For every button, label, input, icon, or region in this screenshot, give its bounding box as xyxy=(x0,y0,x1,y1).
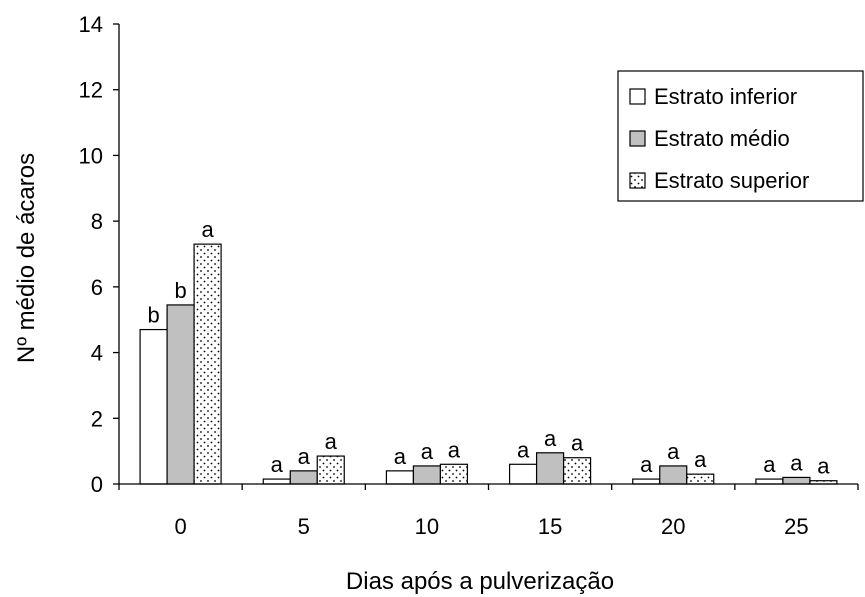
legend-box xyxy=(617,70,864,202)
bar-estrato-superior-5 xyxy=(316,455,345,485)
bar-label: a xyxy=(298,444,311,469)
legend: Estrato inferior Estrato médio Estrato sup… xyxy=(617,70,864,202)
x-tick-label: 5 xyxy=(298,514,310,539)
bar-estrato-inferior-20 xyxy=(632,478,661,485)
bar-label: a xyxy=(544,426,557,451)
bar-label: a xyxy=(571,431,584,456)
bar-estrato-m-dio-20 xyxy=(659,465,688,485)
x-tick-label: 0 xyxy=(174,514,186,539)
bar-label: a xyxy=(790,450,803,475)
bar-estrato-inferior-5 xyxy=(262,478,291,485)
bar-estrato-superior-15 xyxy=(562,457,592,485)
bar-estrato-superior-20 xyxy=(686,473,715,485)
bar-label: a xyxy=(817,454,830,479)
bar-label: a xyxy=(325,429,338,454)
y-tick-label: 12 xyxy=(79,78,103,103)
bar-label: a xyxy=(640,452,653,477)
y-tick-label: 0 xyxy=(91,472,103,497)
legend-swatch xyxy=(629,88,646,105)
bar-label: a xyxy=(448,437,461,462)
x-tick-label: 10 xyxy=(415,514,439,539)
bar-label: a xyxy=(667,439,680,464)
bar-label: b xyxy=(147,303,159,328)
y-tick-label: 2 xyxy=(91,406,103,431)
y-tick-label: 6 xyxy=(91,275,103,300)
bar-label: a xyxy=(694,447,707,472)
bar-label: a xyxy=(394,444,407,469)
bar-estrato-m-dio-10 xyxy=(412,465,442,485)
bar-label: a xyxy=(421,439,434,464)
bar-estrato-m-dio-15 xyxy=(535,452,565,485)
bar-estrato-inferior-25 xyxy=(755,478,784,485)
bar-estrato-superior-0 xyxy=(193,243,222,485)
y-tick-label: 4 xyxy=(91,341,103,366)
bar-estrato-m-dio-0 xyxy=(166,304,195,485)
bar-estrato-inferior-10 xyxy=(385,470,415,485)
legend-swatch xyxy=(629,172,646,189)
bar-estrato-m-dio-5 xyxy=(289,470,318,485)
x-tick-label: 20 xyxy=(661,514,685,539)
x-tick-label: 25 xyxy=(784,514,808,539)
bar-label: a xyxy=(763,452,776,477)
x-axis-title: Dias após a pulverização xyxy=(346,568,614,595)
legend-label: Estrato médio xyxy=(654,126,790,151)
bar-estrato-m-dio-25 xyxy=(782,476,811,485)
legend-swatch xyxy=(629,130,646,147)
y-tick-label: 10 xyxy=(79,143,103,168)
y-tick-label: 8 xyxy=(91,209,103,234)
legend-label: Estrato inferior xyxy=(654,84,797,109)
bar-label: a xyxy=(201,217,214,242)
bar-label: b xyxy=(174,278,186,303)
y-tick-label: 14 xyxy=(79,12,103,37)
bar-estrato-superior-10 xyxy=(439,463,469,485)
bar-label: a xyxy=(517,437,530,462)
bar-label: a xyxy=(271,452,284,477)
bar-estrato-inferior-15 xyxy=(508,463,538,485)
legend-label: Estrato superior xyxy=(654,168,809,193)
x-tick-label: 15 xyxy=(538,514,562,539)
y-axis-title: Nº médio de ácaros xyxy=(13,153,40,363)
bar-estrato-inferior-0 xyxy=(139,328,168,485)
